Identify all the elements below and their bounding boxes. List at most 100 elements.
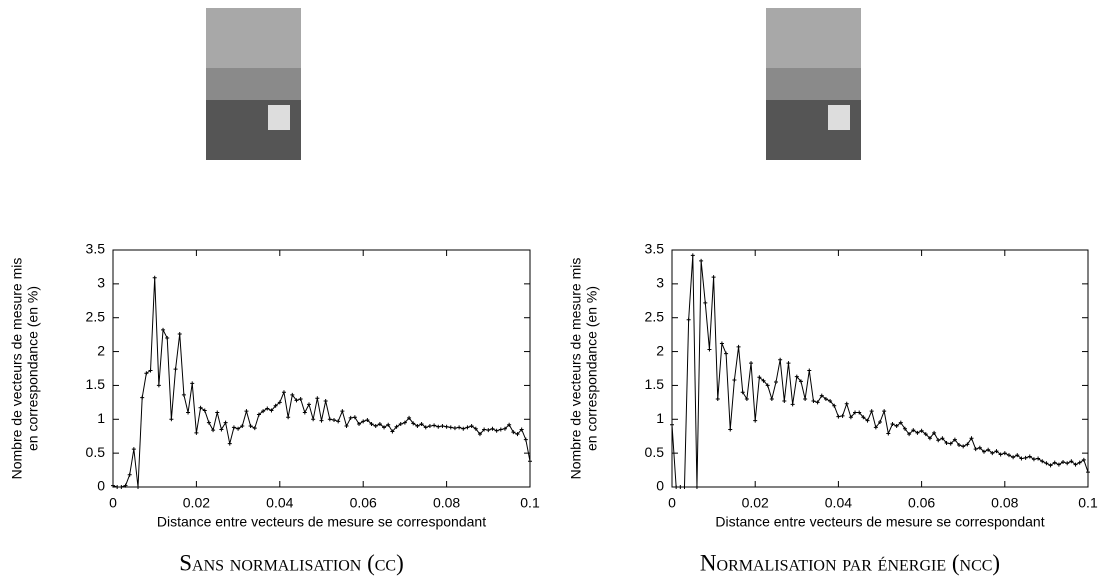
point-marker [319,418,324,423]
point-marker [440,424,445,429]
x-tick-label: 0.02 [183,495,210,511]
point-marker [1081,457,1086,462]
y-tick-label: 1 [656,410,664,426]
point-marker [173,367,178,372]
point-marker [940,436,945,441]
point-marker [294,398,299,403]
point-marker [1023,455,1028,460]
point-marker [423,425,428,430]
point-marker [794,374,799,379]
point-marker [728,427,733,432]
point-marker [344,424,349,429]
point-marker [948,441,953,446]
point-marker [736,344,741,349]
thumbnail [766,8,861,160]
point-marker [682,485,687,489]
point-marker [1015,453,1020,458]
point-marker [407,415,412,420]
point-marker [873,425,878,430]
point-marker [1065,461,1070,466]
y-axis-label: Nombre de vecteurs de mesure mis [9,258,25,480]
y-tick-label: 2 [97,342,105,358]
point-marker [902,426,907,431]
y-tick-label: 3.5 [86,241,106,257]
image-part [766,8,861,68]
point-marker [674,485,679,489]
point-marker [327,417,332,422]
point-marker [461,426,466,431]
point-marker [127,472,132,477]
x-axis-label: Distance entre vecteurs de mesure se cor… [157,514,486,530]
point-marker [169,417,174,422]
point-marker [477,432,482,437]
point-marker [936,438,941,443]
point-marker [136,485,141,489]
x-axis-label: Distance entre vecteurs de mesure se cor… [715,514,1044,530]
point-marker [774,380,778,385]
point-marker [982,449,986,454]
point-marker [1006,453,1011,458]
point-marker [886,431,891,436]
point-marker [1036,456,1041,461]
point-marker [277,400,282,405]
point-marker [857,410,862,415]
point-marker [1086,470,1090,475]
point-marker [894,424,899,429]
x-tick-label: 0.02 [742,495,769,511]
point-marker [819,393,824,398]
point-marker [952,437,957,442]
point-marker [986,447,991,452]
point-marker [486,428,491,433]
point-marker [448,425,453,430]
point-marker [694,485,699,489]
point-marker [457,425,462,430]
point-marker [111,483,115,488]
point-marker [757,375,762,380]
point-marker [528,459,532,464]
x-tick-label: 0.08 [991,495,1018,511]
point-marker [165,336,170,341]
y-tick-label: 3.5 [645,241,665,257]
point-marker [161,327,166,332]
point-marker [140,395,145,400]
plot-frame [112,249,531,488]
point-marker [815,400,820,405]
point-marker [686,317,691,322]
point-marker [1069,459,1074,464]
point-marker [244,409,249,414]
point-marker [144,371,149,376]
point-marker [861,415,866,420]
chart: 0 0.5 1 1.5 2 2.5 3 3.5 0 0.02 0.04 0.06 0.08 0.1 Dist… [9,241,540,576]
y-tick-label: 2.5 [86,308,106,324]
point-marker [373,424,378,429]
point-marker [840,413,845,418]
y-tick-label: 0.5 [645,444,665,460]
point-marker [311,417,316,422]
point-marker [1031,457,1036,462]
point-marker [390,429,395,434]
y-tick-label: 2.5 [645,308,665,324]
point-marker [715,396,720,401]
point-marker [1011,455,1016,460]
point-marker [790,402,795,407]
thumbnail [206,8,301,160]
point-marker [286,415,291,420]
point-marker [394,424,399,429]
point-marker [119,485,124,489]
point-marker [1061,459,1066,464]
x-tick-label: 0.06 [908,495,935,511]
point-marker [1056,462,1061,467]
point-marker [261,409,266,414]
image-part [828,105,850,130]
point-marker [869,409,874,414]
point-marker [465,425,470,430]
point-marker [252,426,257,431]
point-marker [490,426,495,431]
point-marker [707,347,712,352]
point-marker [181,392,186,397]
point-marker [427,424,432,429]
point-marker [281,390,286,395]
point-marker [215,410,220,415]
point-marker [753,418,758,423]
